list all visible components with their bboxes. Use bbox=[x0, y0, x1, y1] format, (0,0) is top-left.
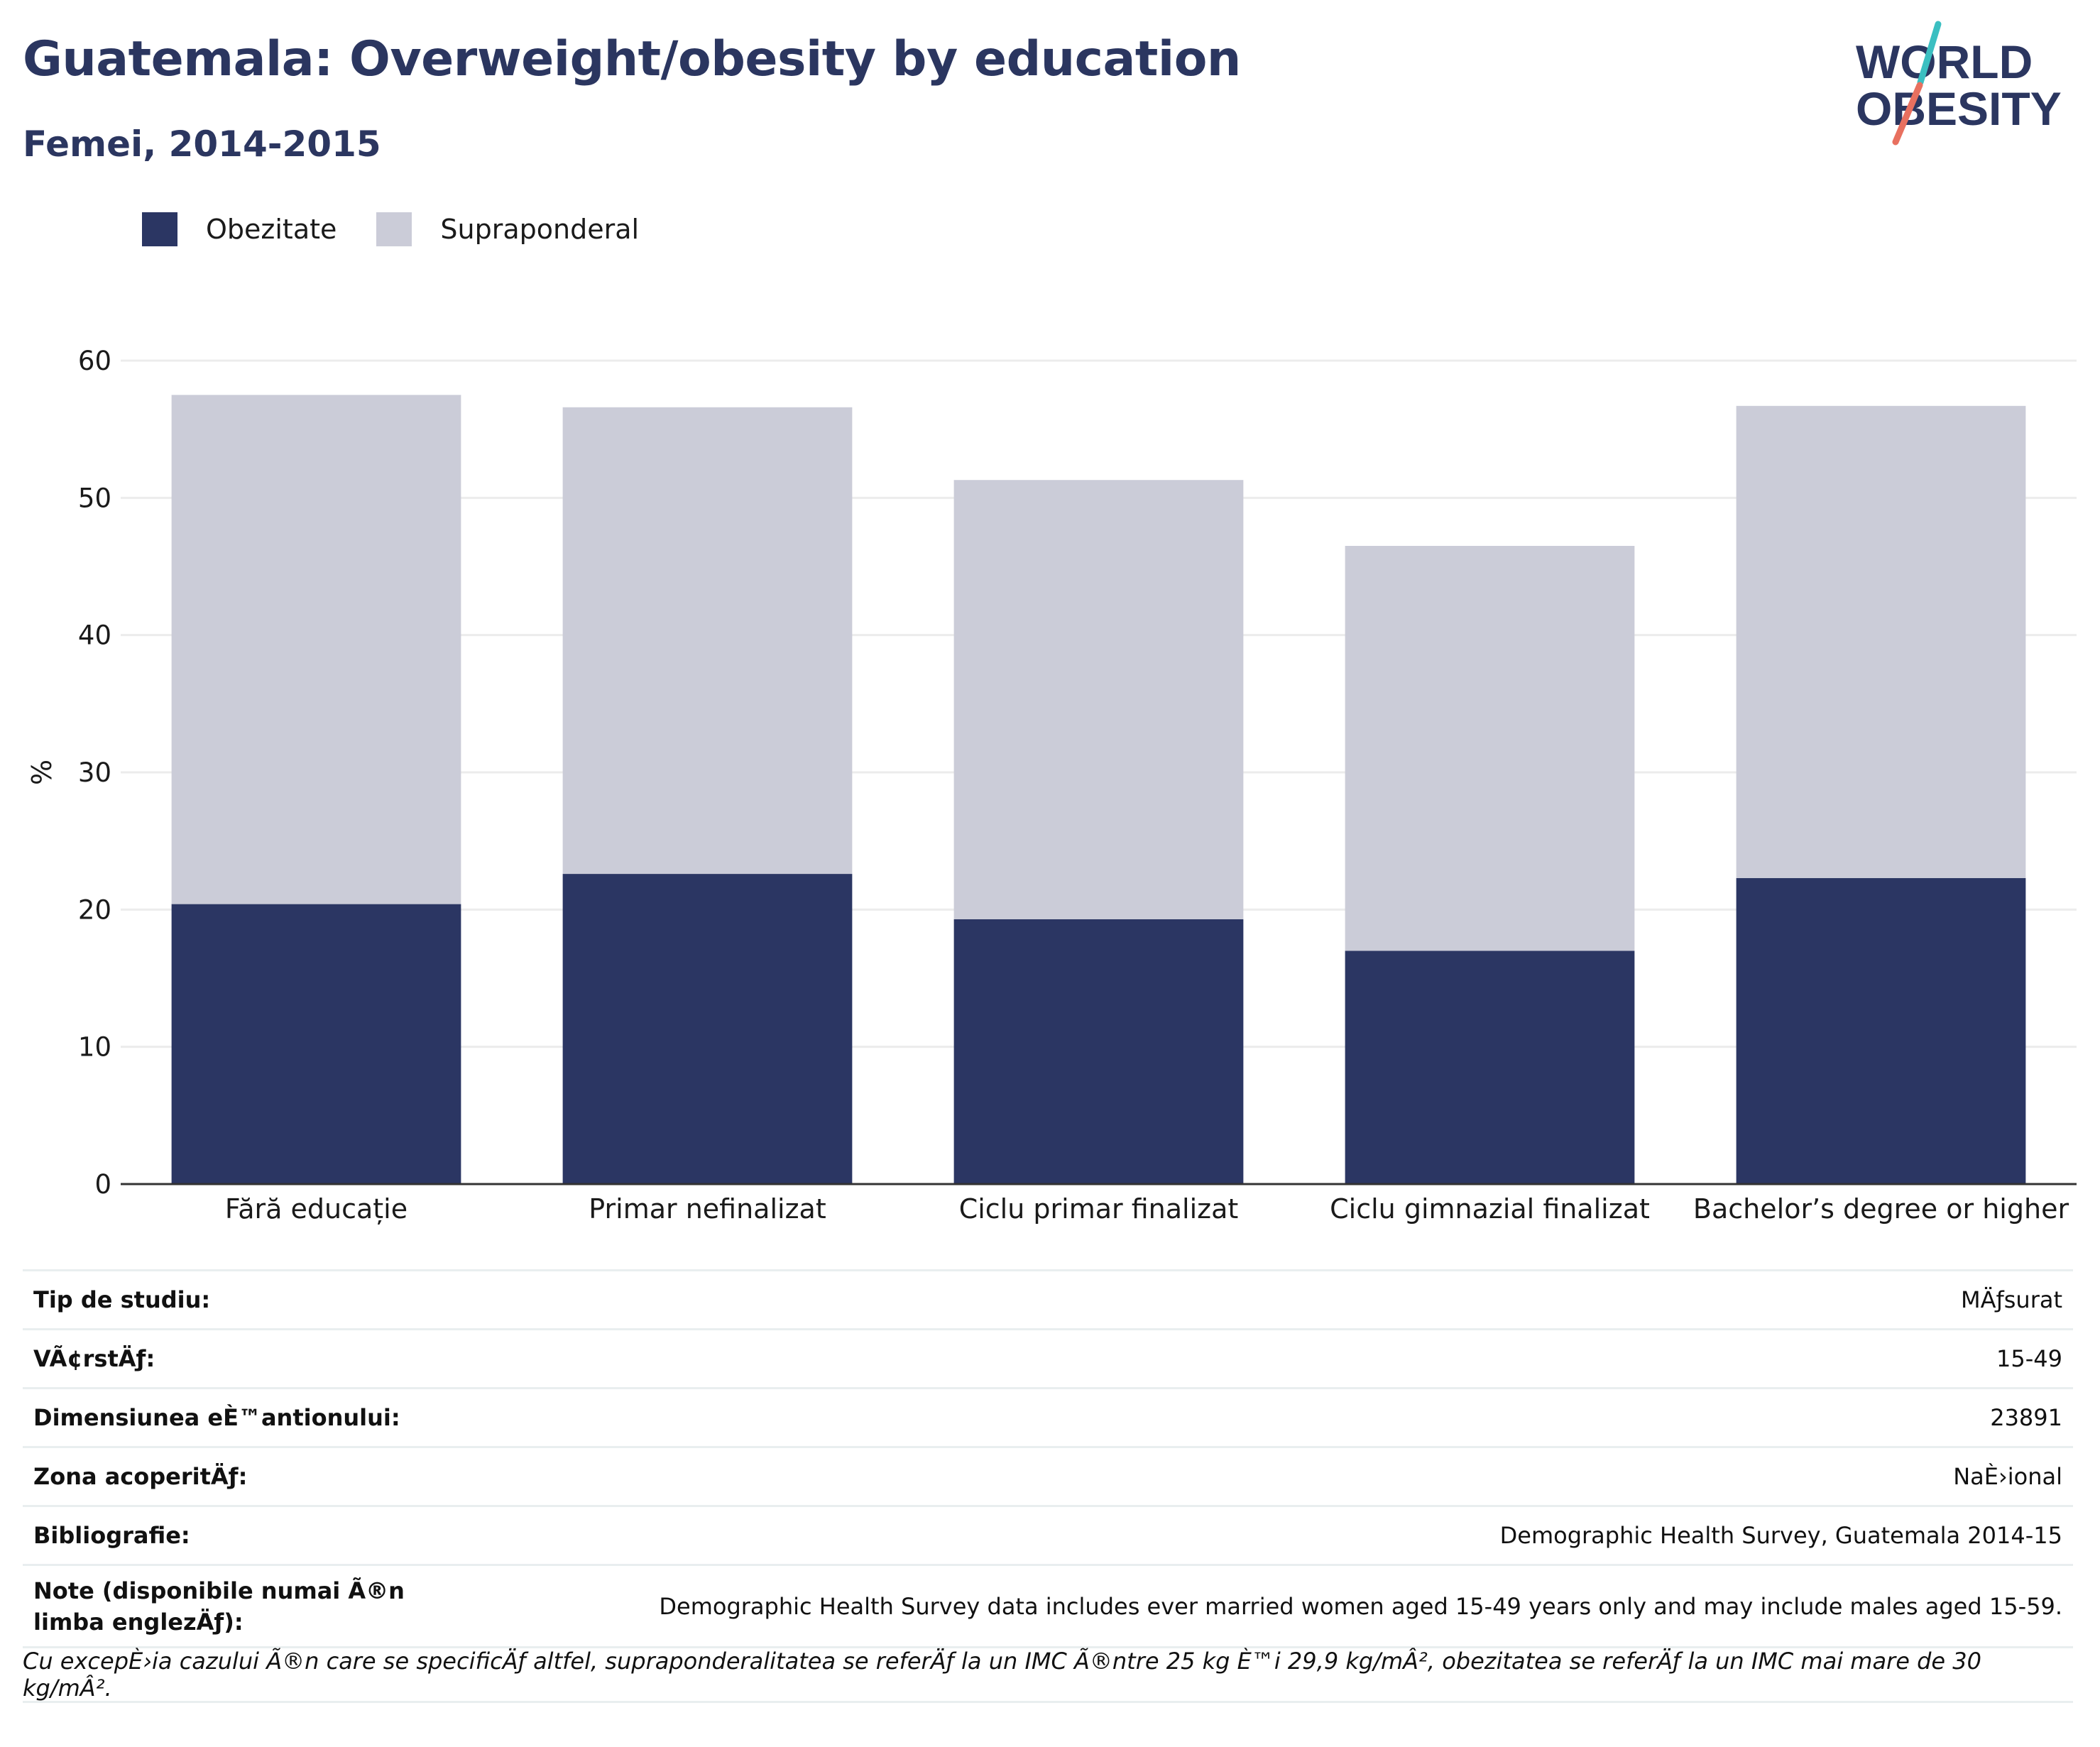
y-tick-label-10: 10 bbox=[78, 1032, 111, 1063]
x-tick-label-2: Ciclu primar finalizat bbox=[959, 1193, 1239, 1225]
world-obesity-logo: WORLD OBESITY bbox=[1856, 21, 2062, 146]
meta-label-sample-size: Dimensiunea eÈ™antionului: bbox=[33, 1404, 400, 1431]
bars bbox=[171, 395, 2026, 1184]
meta-row-notes: Note (disponibile numai Ã®n limba englez… bbox=[23, 1564, 2073, 1646]
stacked-bar-chart: 0 10 20 30 40 50 60% Fără educație Primar nefina… bbox=[26, 346, 2077, 1225]
page-title: Guatemala: Overweight/obesity by educati… bbox=[23, 31, 1241, 87]
bar-overweight-3 bbox=[1345, 546, 1635, 951]
y-tick-label-40: 40 bbox=[78, 620, 111, 651]
metadata-table: Tip de studiu: MÄƒsurat VÃ¢rstÄƒ: 15-49 … bbox=[23, 1269, 2073, 1703]
legend-label-obese: Obezitate bbox=[206, 214, 337, 245]
y-tick-label-60: 60 bbox=[78, 346, 111, 376]
legend-item-overweight[interactable]: Supraponderal bbox=[376, 212, 639, 246]
meta-label-notes: Note (disponibile numai Ã®n limba englez… bbox=[33, 1577, 405, 1636]
x-tick-label-0: Fără educație bbox=[225, 1193, 408, 1225]
meta-row-age: VÃ¢rstÄƒ: 15-49 bbox=[23, 1328, 2073, 1387]
logo-slash-red bbox=[1892, 82, 1923, 146]
meta-label-area: Zona acoperitÄƒ: bbox=[33, 1463, 248, 1490]
meta-row-area: Zona acoperitÄƒ: NaÈ›ional bbox=[23, 1446, 2073, 1505]
meta-label-study-type: Tip de studiu: bbox=[33, 1286, 211, 1313]
meta-row-bibliography: Bibliografie: Demographic Health Survey,… bbox=[23, 1505, 2073, 1564]
meta-value-area: NaÈ›ional bbox=[1953, 1463, 2062, 1490]
axes: 0 10 20 30 40 50 60% Fără educație Primar nefina… bbox=[26, 346, 2077, 1225]
meta-label-age: VÃ¢rstÄƒ: bbox=[33, 1345, 155, 1372]
meta-label-bibliography: Bibliografie: bbox=[33, 1522, 190, 1549]
legend-label-overweight: Supraponderal bbox=[440, 214, 640, 245]
page-subtitle: Femei, 2014-2015 bbox=[23, 124, 381, 165]
bar-overweight-4 bbox=[1736, 405, 2026, 878]
bar-obese-1 bbox=[562, 874, 853, 1184]
bar-overweight-1 bbox=[562, 407, 853, 875]
footnote: Cu excepÈ›ia cazului Ã®n care se specifi… bbox=[23, 1646, 2073, 1703]
legend-item-obese[interactable]: Obezitate bbox=[142, 212, 337, 246]
logo-line1: WORLD bbox=[1856, 35, 2033, 88]
logo-slash-teal bbox=[1917, 21, 1942, 86]
legend-swatch-obese bbox=[142, 212, 177, 246]
x-tick-label-4: Bachelor’s degree or higher bbox=[1693, 1193, 2069, 1225]
bar-obese-2 bbox=[953, 919, 1244, 1184]
meta-row-sample-size: Dimensiunea eÈ™antionului: 23891 bbox=[23, 1387, 2073, 1446]
chart-legend: Obezitate Supraponderal bbox=[142, 212, 679, 247]
logo-line2: OBESITY bbox=[1856, 82, 2062, 135]
bar-obese-3 bbox=[1345, 951, 1635, 1184]
y-tick-label-20: 20 bbox=[78, 894, 111, 925]
y-axis-label: % bbox=[26, 760, 58, 785]
y-tick-label-30: 30 bbox=[78, 757, 111, 788]
meta-value-notes: Demographic Health Survey data includes … bbox=[659, 1592, 2062, 1620]
bar-overweight-2 bbox=[953, 480, 1244, 919]
meta-value-bibliography: Demographic Health Survey, Guatemala 201… bbox=[1499, 1522, 2062, 1549]
y-tick-label-50: 50 bbox=[78, 483, 111, 513]
x-tick-label-3: Ciclu gimnazial finalizat bbox=[1330, 1193, 1650, 1225]
legend-swatch-overweight bbox=[376, 212, 412, 246]
x-tick-label-1: Primar nefinalizat bbox=[589, 1193, 826, 1225]
bar-overweight-0 bbox=[171, 395, 461, 904]
meta-row-study-type: Tip de studiu: MÄƒsurat bbox=[23, 1269, 2073, 1328]
bar-obese-4 bbox=[1736, 877, 2026, 1184]
meta-value-age: 15-49 bbox=[1996, 1345, 2062, 1372]
meta-value-study-type: MÄƒsurat bbox=[1960, 1286, 2062, 1313]
meta-value-sample-size: 23891 bbox=[1990, 1404, 2062, 1431]
y-tick-label-0: 0 bbox=[94, 1169, 111, 1200]
bar-obese-0 bbox=[171, 904, 461, 1184]
